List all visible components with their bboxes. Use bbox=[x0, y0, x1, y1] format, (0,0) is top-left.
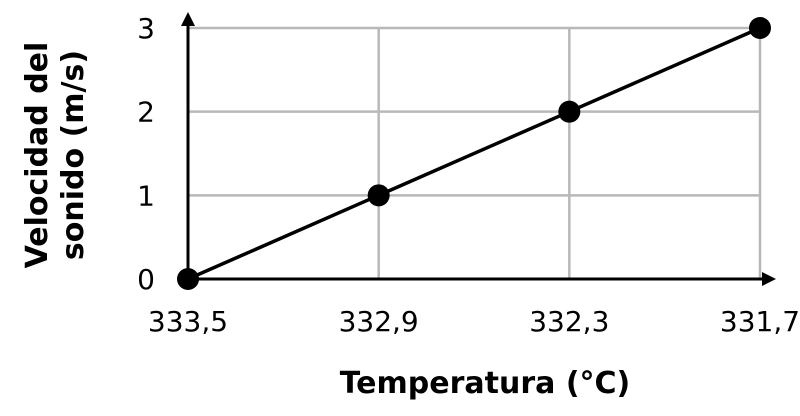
x-tick-label: 332,3 bbox=[529, 305, 609, 338]
data-point bbox=[177, 268, 199, 290]
y-tick-label: 3 bbox=[137, 12, 155, 45]
y-tick-label: 0 bbox=[137, 263, 155, 296]
data-point bbox=[367, 184, 390, 207]
x-tick-label: 333,5 bbox=[148, 305, 228, 338]
y-axis-arrow bbox=[181, 12, 195, 26]
y-axis-title-line-2: sonido (m/s) bbox=[56, 50, 91, 260]
x-axis-title: Temperatura (°C) bbox=[340, 366, 631, 401]
series-1 bbox=[177, 17, 771, 290]
series-line bbox=[187, 26, 761, 281]
y-tick-label: 1 bbox=[137, 179, 155, 212]
x-tick-label: 331,7 bbox=[720, 305, 800, 338]
y-tick-labels: 0 1 2 3 bbox=[137, 12, 155, 296]
x-tick-label: 332,9 bbox=[339, 305, 419, 338]
axes bbox=[181, 12, 776, 286]
x-tick-labels: 333,5 332,9 332,3 331,7 bbox=[148, 305, 800, 338]
data-point bbox=[558, 100, 581, 123]
x-axis-arrow bbox=[762, 272, 776, 286]
y-axis-title: Velocidad del sonido (m/s) bbox=[20, 42, 91, 269]
data-point bbox=[749, 17, 771, 39]
y-axis-title-line-1: Velocidad del bbox=[20, 42, 55, 269]
y-tick-label: 2 bbox=[137, 96, 155, 129]
grid bbox=[188, 26, 762, 279]
